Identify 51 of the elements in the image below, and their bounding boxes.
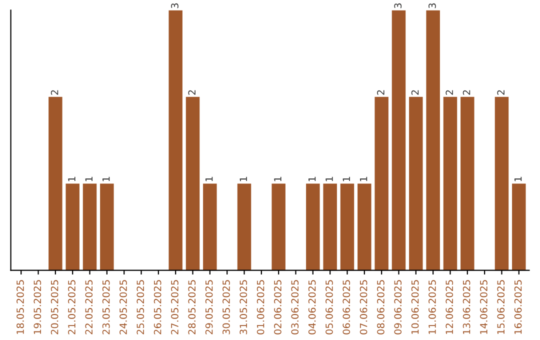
x-tick-label: 18.05.2025: [16, 280, 24, 334]
x-tick-label: 20.05.2025: [50, 280, 58, 334]
data-label: 1: [274, 176, 282, 182]
x-tick-label: 03.06.2025: [291, 280, 299, 334]
x-tick-label: 12.06.2025: [446, 280, 454, 334]
x-tick-label: 06.06.2025: [342, 280, 350, 334]
x-tick-label: 01.06.2025: [256, 280, 264, 334]
data-label: 3: [171, 3, 178, 8]
x-tick-label: 27.05.2025: [171, 280, 178, 334]
x-tick-label: 02.06.2025: [274, 280, 282, 334]
x-tick-label: 23.05.2025: [102, 280, 110, 334]
data-label: 1: [342, 176, 350, 182]
x-tick-label: 15.06.2025: [497, 280, 505, 334]
data-label: 1: [308, 176, 316, 182]
x-tick-label: 30.05.2025: [222, 280, 230, 334]
x-tick-label: 13.06.2025: [462, 280, 470, 334]
x-tick-label: 16.06.2025: [514, 280, 522, 334]
data-label: 2: [188, 90, 196, 95]
x-tick-label: 04.06.2025: [308, 280, 316, 334]
x-tick-label: 21.05.2025: [68, 280, 76, 334]
data-label: 1: [102, 176, 110, 182]
data-label: 3: [428, 3, 436, 8]
x-tick-label: 31.05.2025: [240, 280, 248, 334]
data-label: 2: [411, 90, 419, 95]
x-tick-label: 10.06.2025: [411, 280, 419, 334]
data-label: 1: [68, 176, 76, 182]
data-label: 1: [360, 176, 368, 182]
data-label: 3: [394, 3, 402, 8]
x-tick-label: 28.05.2025: [188, 280, 196, 334]
x-tick-label: 24.05.2025: [120, 280, 127, 334]
x-tick-label: 22.05.2025: [85, 280, 93, 334]
x-tick-label: 11.06.2025: [428, 280, 436, 334]
data-label: 1: [85, 176, 92, 182]
data-label: 1: [240, 176, 247, 182]
x-tick-label: 19.05.2025: [34, 280, 42, 334]
x-tick-label: 07.06.2025: [360, 280, 368, 334]
data-label: 2: [446, 90, 453, 95]
data-label: 1: [514, 176, 522, 182]
x-tick-label: 29.05.2025: [205, 280, 213, 334]
x-tick-label: 25.05.2025: [136, 280, 144, 334]
data-label: 2: [462, 90, 470, 95]
data-label: 2: [497, 90, 504, 95]
x-tick-label: 14.06.2025: [480, 280, 488, 334]
x-tick-label: 09.06.2025: [394, 280, 402, 334]
data-label: 1: [326, 176, 333, 182]
x-tick-label: 26.05.2025: [154, 280, 162, 334]
data-label: 2: [377, 90, 384, 95]
data-label: 2: [50, 90, 58, 95]
x-tick-label: 08.06.2025: [377, 280, 384, 334]
data-label: 1: [206, 176, 213, 182]
x-tick-label: 05.06.2025: [326, 280, 333, 334]
